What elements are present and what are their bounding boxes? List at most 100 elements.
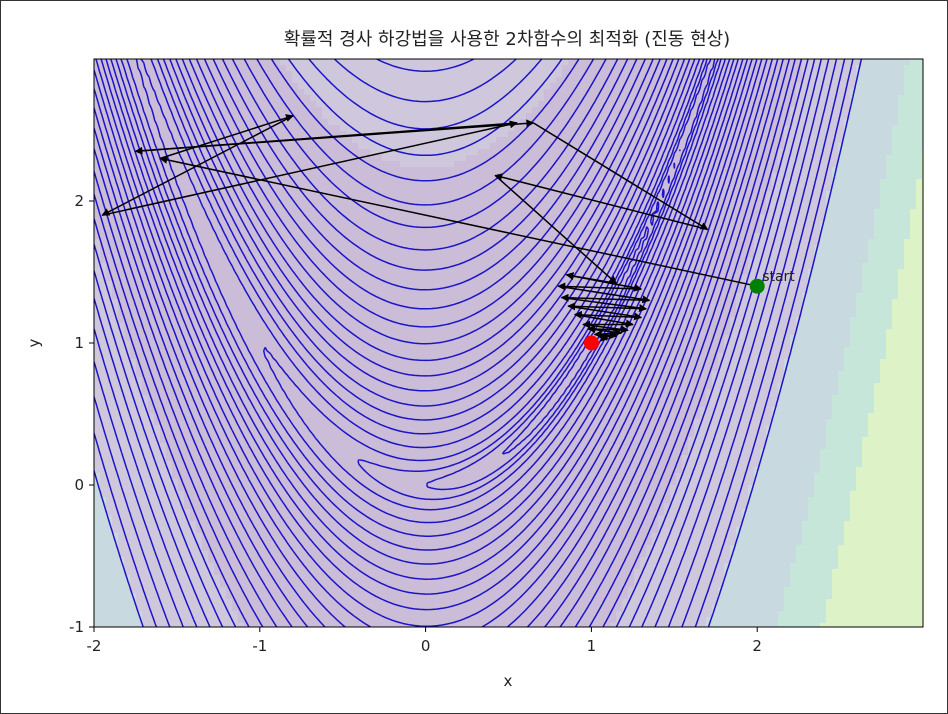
fill-cell: [448, 233, 455, 240]
fill-cell: [754, 197, 761, 204]
fill-cell: [346, 209, 353, 216]
fill-cell: [196, 203, 203, 210]
fill-cell: [736, 191, 743, 198]
fill-cell: [592, 185, 599, 192]
fill-cell: [136, 119, 143, 126]
fill-cell: [700, 143, 707, 150]
fill-cell: [808, 89, 815, 96]
fill-cell: [706, 155, 713, 162]
fill-cell: [520, 59, 527, 66]
fill-cell: [784, 71, 791, 78]
fill-cell: [496, 197, 503, 204]
fill-cell: [568, 119, 575, 126]
fill-cell: [148, 251, 155, 258]
fill-cell: [646, 221, 653, 228]
fill-cell: [496, 125, 503, 132]
fill-cell: [130, 263, 137, 270]
fill-cell: [892, 245, 899, 252]
fill-cell: [496, 269, 503, 276]
fill-cell: [340, 59, 347, 66]
fill-cell: [106, 59, 113, 66]
fill-cell: [478, 245, 485, 252]
fill-cell: [178, 203, 185, 210]
fill-cell: [808, 245, 815, 252]
fill-cell: [616, 143, 623, 150]
fill-cell: [784, 239, 791, 246]
fill-cell: [226, 125, 233, 132]
fill-cell: [358, 71, 365, 78]
fill-cell: [346, 167, 353, 174]
fill-cell: [328, 245, 335, 252]
fill-cell: [442, 107, 449, 114]
fill-cell: [196, 251, 203, 258]
fill-cell: [826, 59, 833, 66]
fill-cell: [388, 251, 395, 258]
fill-cell: [214, 203, 221, 210]
fill-cell: [880, 245, 887, 252]
fill-cell: [886, 209, 893, 216]
fill-cell: [274, 119, 281, 126]
fill-cell: [346, 77, 353, 84]
fill-cell: [910, 197, 917, 204]
fill-cell: [814, 113, 821, 120]
fill-cell: [124, 119, 131, 126]
fill-cell: [178, 251, 185, 258]
fill-cell: [310, 107, 317, 114]
fill-cell: [862, 197, 869, 204]
fill-cell: [352, 113, 359, 120]
fill-cell: [286, 119, 293, 126]
fill-cell: [706, 269, 713, 276]
fill-cell: [388, 245, 395, 252]
fill-cell: [304, 203, 311, 210]
fill-cell: [400, 119, 407, 126]
fill-cell: [412, 245, 419, 252]
fill-cell: [688, 209, 695, 216]
fill-cell: [118, 77, 125, 84]
fill-cell: [838, 179, 845, 186]
fill-cell: [760, 227, 767, 234]
fill-cell: [622, 191, 629, 198]
fill-cell: [346, 251, 353, 258]
fill-cell: [772, 269, 779, 276]
fill-cell: [814, 179, 821, 186]
fill-cell: [448, 137, 455, 144]
fill-cell: [286, 251, 293, 258]
fill-cell: [508, 161, 515, 168]
fill-cell: [838, 185, 845, 192]
fill-cell: [502, 173, 509, 180]
fill-cell: [544, 137, 551, 144]
fill-cell: [232, 185, 239, 192]
fill-cell: [892, 149, 899, 156]
fill-cell: [406, 233, 413, 240]
fill-cell: [322, 245, 329, 252]
fill-cell: [472, 95, 479, 102]
fill-cell: [904, 263, 911, 270]
fill-cell: [748, 137, 755, 144]
fill-cell: [328, 269, 335, 276]
fill-cell: [346, 161, 353, 168]
fill-cell: [772, 257, 779, 264]
fill-cell: [184, 125, 191, 132]
fill-cell: [502, 257, 509, 264]
fill-cell: [712, 227, 719, 234]
fill-cell: [484, 65, 491, 72]
fill-cell: [604, 143, 611, 150]
fill-cell: [478, 83, 485, 90]
fill-cell: [892, 173, 899, 180]
fill-cell: [286, 155, 293, 162]
fill-cell: [748, 257, 755, 264]
fill-cell: [634, 119, 641, 126]
fill-cell: [202, 251, 209, 258]
fill-cell: [418, 257, 425, 264]
fill-cell: [838, 125, 845, 132]
fill-cell: [184, 95, 191, 102]
fill-cell: [226, 149, 233, 156]
fill-cell: [370, 191, 377, 198]
fill-cell: [382, 125, 389, 132]
fill-cell: [478, 149, 485, 156]
fill-cell: [364, 119, 371, 126]
fill-cell: [676, 221, 683, 228]
fill-cell: [310, 143, 317, 150]
fill-cell: [412, 257, 419, 264]
fill-cell: [640, 167, 647, 174]
